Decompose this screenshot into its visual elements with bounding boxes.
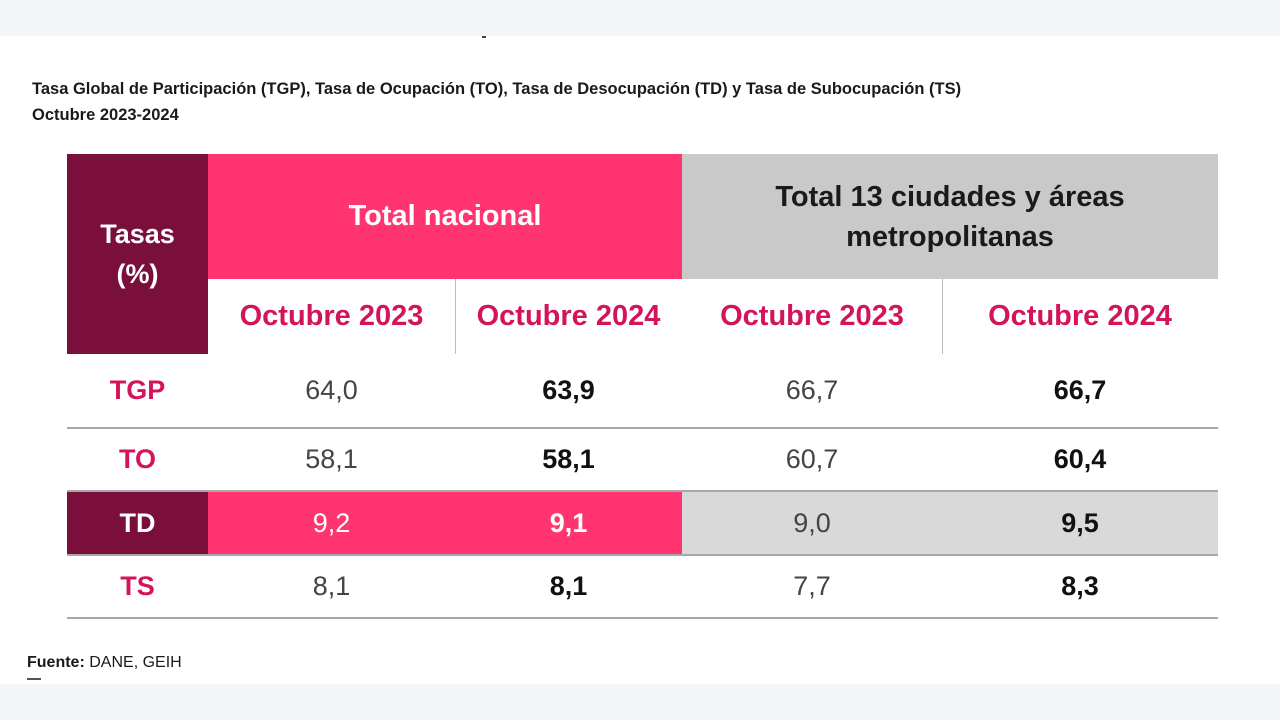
row-divider bbox=[67, 490, 1218, 492]
header-total-13-ciudades: Total 13 ciudades y áreas metropolitanas bbox=[682, 154, 1218, 279]
header-tasas-line-2: (%) bbox=[116, 259, 159, 289]
source-text: DANE, GEIH bbox=[89, 654, 182, 671]
table-title: Tasa Global de Participación (TGP), Tasa… bbox=[32, 76, 1252, 128]
value-cell: 60,4 bbox=[1053, 444, 1107, 474]
value-cell: 9,0 bbox=[793, 507, 831, 538]
value-cell: 7,7 bbox=[793, 571, 831, 601]
row-divider bbox=[67, 427, 1218, 429]
value-cell: 58,1 bbox=[305, 444, 358, 474]
value-cell: 60,7 bbox=[785, 444, 839, 474]
header-13-line-2: metropolitanas bbox=[846, 220, 1054, 253]
value-cell: 58,1 bbox=[542, 444, 595, 474]
column-divider bbox=[455, 279, 456, 354]
row-divider bbox=[67, 617, 1218, 619]
period-header-nac-2024: Octubre 2024 bbox=[455, 279, 682, 354]
value-cell: 9,1 bbox=[549, 507, 588, 538]
row-label: TGP bbox=[109, 375, 166, 405]
title-line-2: Octubre 2023-2024 bbox=[32, 106, 179, 124]
value-cell: 9,2 bbox=[312, 507, 351, 538]
row-divider bbox=[67, 554, 1218, 556]
row-label: TS bbox=[120, 571, 155, 601]
header-tasas: Tasas (%) bbox=[67, 154, 208, 354]
highlight-bg bbox=[682, 492, 1218, 554]
value-cell: 63,9 bbox=[542, 375, 595, 405]
highlight-bg bbox=[208, 492, 682, 554]
column-divider bbox=[942, 279, 943, 354]
source-label: Fuente: bbox=[27, 654, 85, 671]
value-cell: 66,7 bbox=[1053, 375, 1107, 405]
value-cell: 8,3 bbox=[1061, 571, 1099, 601]
table-row-to: TO 58,1 58,1 60,7 60,4 bbox=[67, 429, 1218, 490]
header-tasas-line-1: Tasas bbox=[100, 219, 175, 249]
page-mark bbox=[482, 36, 486, 38]
table-row-ts: TS 8,1 8,1 7,7 8,3 bbox=[67, 556, 1218, 617]
value-cell: 8,1 bbox=[312, 571, 351, 601]
value-cell: 8,1 bbox=[549, 571, 588, 601]
value-cell: 64,0 bbox=[305, 375, 358, 405]
source-note: Fuente: DANE, GEIH bbox=[27, 654, 182, 672]
title-line-1: Tasa Global de Participación (TGP), Tasa… bbox=[32, 80, 962, 98]
table-row-td: TD 9,2 9,1 9,0 9,5 bbox=[67, 492, 1218, 554]
highlight-bg bbox=[67, 492, 208, 554]
row-label: TD bbox=[119, 507, 156, 538]
header-total-nacional: Total nacional bbox=[208, 154, 682, 279]
period-header-nac-2023: Octubre 2023 bbox=[208, 279, 455, 354]
period-header-13c-2023: Octubre 2023 bbox=[682, 279, 942, 354]
cropped-text-fragment bbox=[27, 678, 41, 680]
header-13-line-1: Total 13 ciudades y áreas bbox=[775, 180, 1125, 213]
period-header-13c-2024: Octubre 2024 bbox=[942, 279, 1218, 354]
value-cell: 9,5 bbox=[1061, 507, 1099, 538]
value-cell: 66,7 bbox=[785, 375, 839, 405]
row-label: TO bbox=[118, 444, 156, 474]
table-row-tgp: TGP 64,0 63,9 66,7 66,7 bbox=[67, 354, 1218, 427]
report-page: Tasa Global de Participación (TGP), Tasa… bbox=[0, 36, 1280, 684]
